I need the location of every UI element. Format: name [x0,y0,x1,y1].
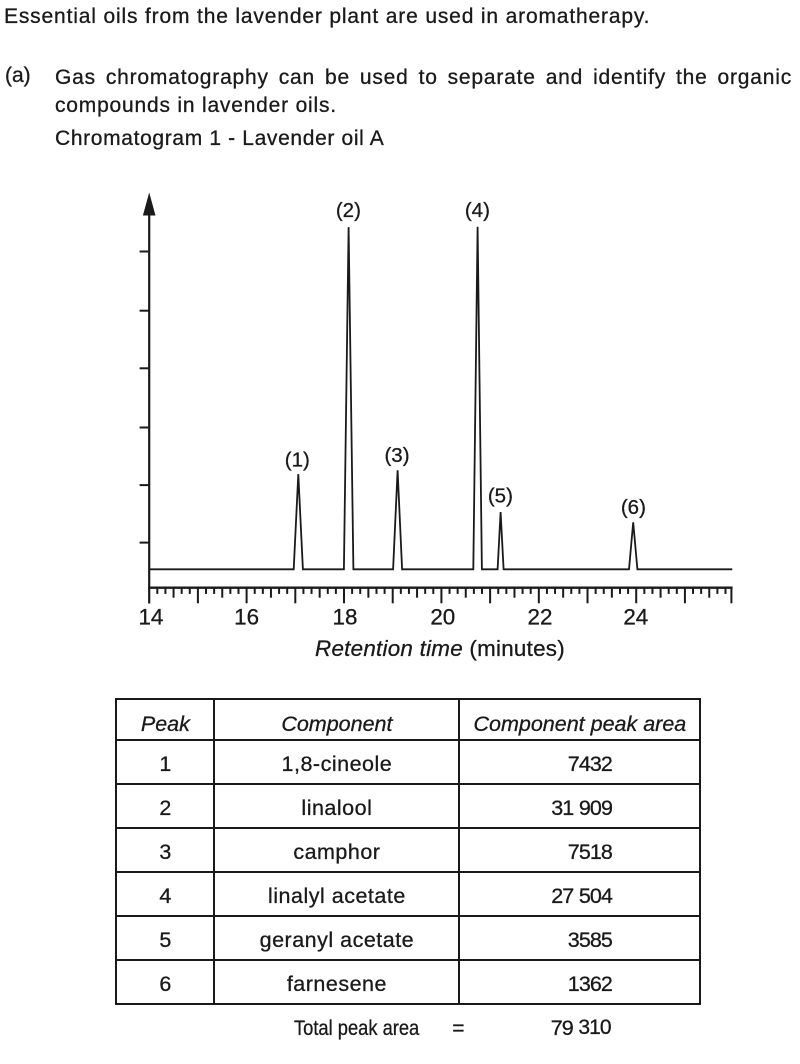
svg-text:(4): (4) [465,199,490,222]
svg-text:(5): (5) [488,485,513,508]
svg-text:24: 24 [623,605,648,630]
svg-text:18: 18 [333,605,358,630]
svg-text:Retention time (minutes): Retention time (minutes) [315,636,565,661]
svg-text:(6): (6) [621,496,646,519]
svg-text:(2): (2) [336,199,361,222]
svg-text:(1): (1) [285,449,310,472]
svg-text:22: 22 [528,605,553,630]
svg-text:14: 14 [138,605,163,630]
svg-text:20: 20 [430,605,455,630]
svg-text:16: 16 [234,605,259,630]
svg-text:(3): (3) [384,444,409,467]
